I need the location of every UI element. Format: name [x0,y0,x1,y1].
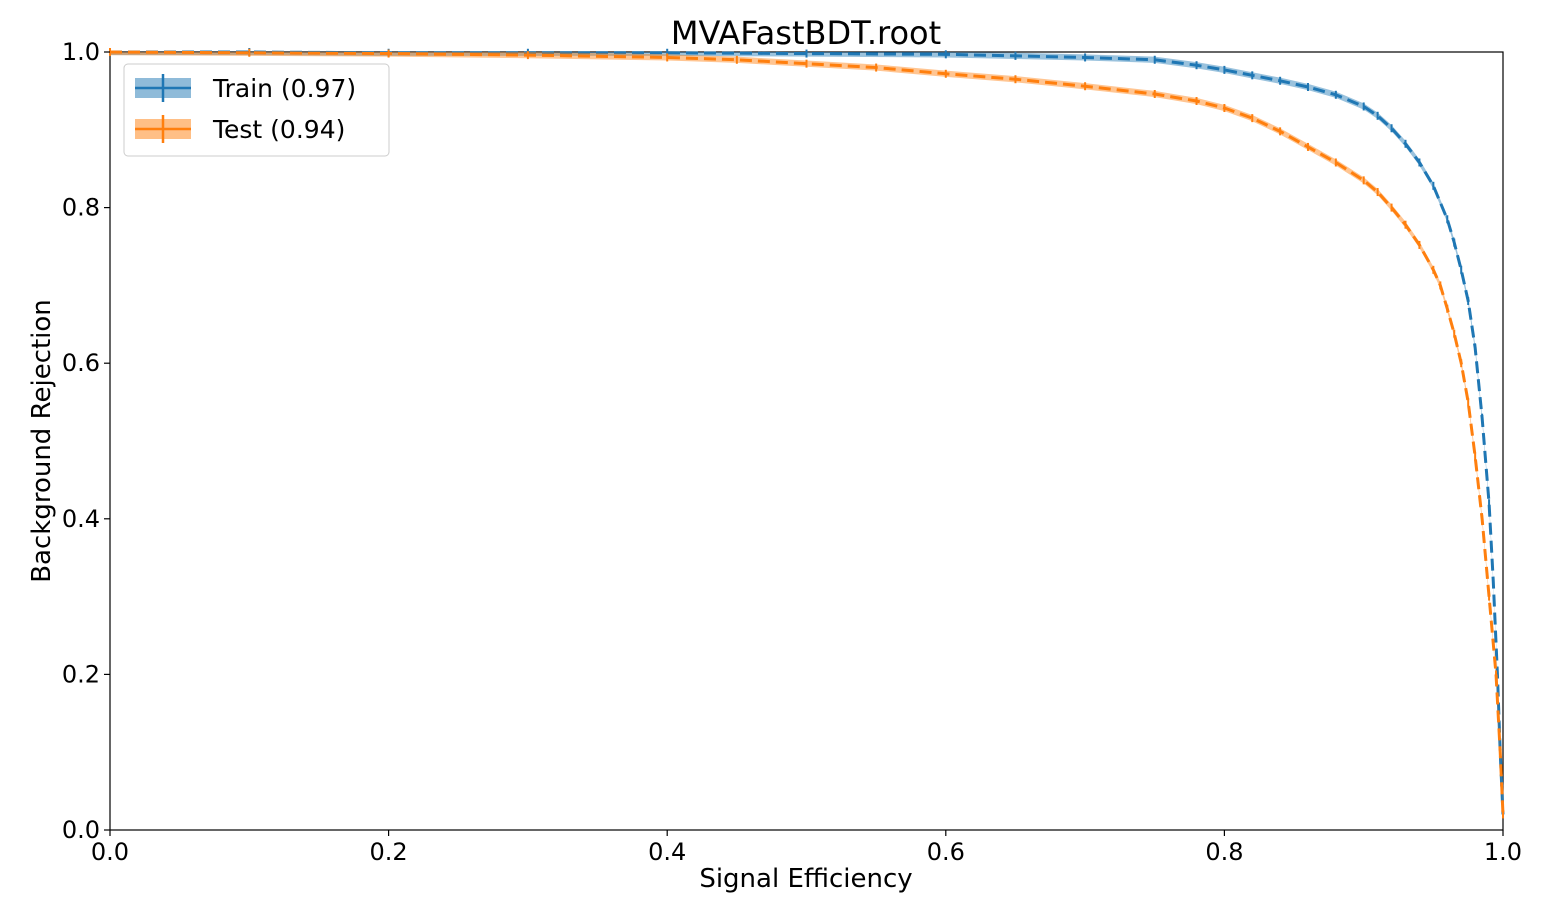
x-tick-label: 0.2 [370,838,408,866]
y-tick-label: 1.0 [62,38,100,66]
y-tick-label: 0.6 [62,349,100,377]
x-tick-label: 0.4 [648,838,686,866]
x-axis-label: Signal Efficiency [699,864,912,894]
x-tick-label: 0.6 [927,838,965,866]
legend: Train (0.97) Test (0.94) [123,63,390,157]
legend-label: Train (0.97) [212,74,356,103]
series-line [109,50,1505,815]
x-tick-label: 1.0 [1484,838,1522,866]
plot-area [109,51,1504,831]
y-axis-label: Background Rejection [27,299,57,583]
series-1 [109,48,1505,819]
y-tick-label: 0.0 [62,816,100,844]
series-line [110,50,1505,815]
x-tick-label: 0.8 [1205,838,1243,866]
series-layer [109,48,1505,819]
legend-item: Train (0.97) [135,74,356,103]
y-tick-label: 0.8 [62,194,100,222]
legend-item: Test (0.94) [135,115,345,144]
y-tick-label: 0.2 [62,660,100,688]
y-tick-label: 0.4 [62,505,100,533]
legend-items: Train (0.97) Test (0.94) [135,74,356,144]
tick-layer: 0.0 0.2 0.4 0.6 0.8 1.0 0.0 0.2 0.4 0.6 0.8 1.0 [62,38,1522,866]
legend-label: Test (0.94) [212,115,345,144]
x-tick-label: 0.0 [91,838,129,866]
chart-title: MVAFastBDT.root [671,14,941,52]
